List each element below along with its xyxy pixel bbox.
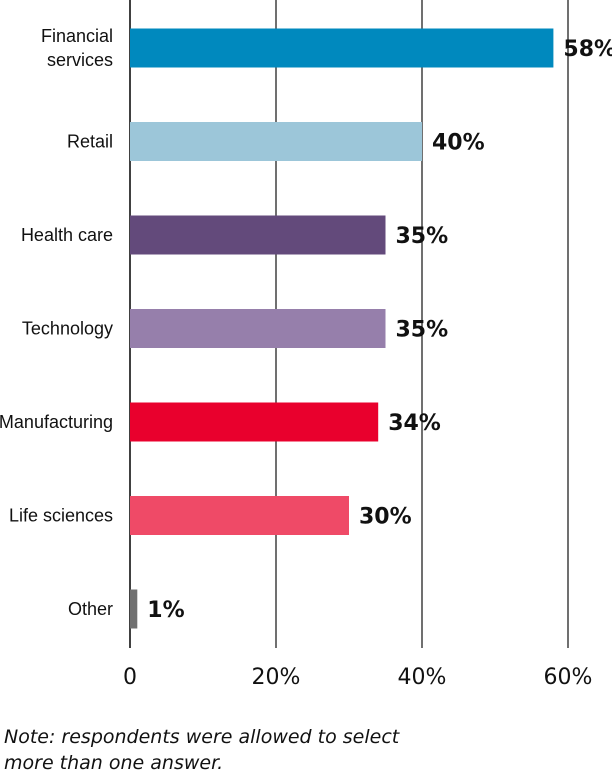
x-tick-label: 60% — [544, 665, 593, 690]
x-tick-label: 40% — [398, 665, 447, 690]
value-label: 35% — [396, 224, 449, 249]
category-label: Financial services — [41, 26, 113, 70]
category-label: Manufacturing — [0, 412, 113, 432]
labels: 58% Financial services 40% Retail 35% Health c… — [0, 26, 612, 623]
value-label: 58% — [563, 37, 612, 62]
x-axis-ticks: 0 20% 40% 60% — [123, 665, 592, 690]
category-label: Life sciences — [9, 506, 113, 526]
bar-life-sciences — [130, 496, 349, 535]
bar-manufacturing — [130, 402, 379, 442]
value-label: 35% — [396, 318, 449, 343]
category-label: Health care — [21, 225, 113, 245]
bar-technology — [130, 309, 386, 348]
bar-health-care — [130, 215, 386, 255]
value-label: 1% — [147, 598, 184, 623]
x-tick-label: 0 — [123, 665, 137, 690]
bar-other — [130, 589, 138, 629]
value-label: 30% — [359, 505, 412, 530]
value-label: 40% — [432, 131, 485, 156]
category-label: Other — [68, 599, 113, 619]
value-label: 34% — [388, 411, 441, 436]
category-label: Retail — [67, 132, 113, 152]
x-tick-label: 20% — [252, 665, 301, 690]
footnote: Note: respondents were allowed to select… — [4, 726, 400, 774]
bars — [130, 28, 554, 629]
bar-financial-services — [130, 28, 554, 68]
bar-retail — [130, 122, 422, 161]
category-label: Technology — [22, 319, 113, 339]
